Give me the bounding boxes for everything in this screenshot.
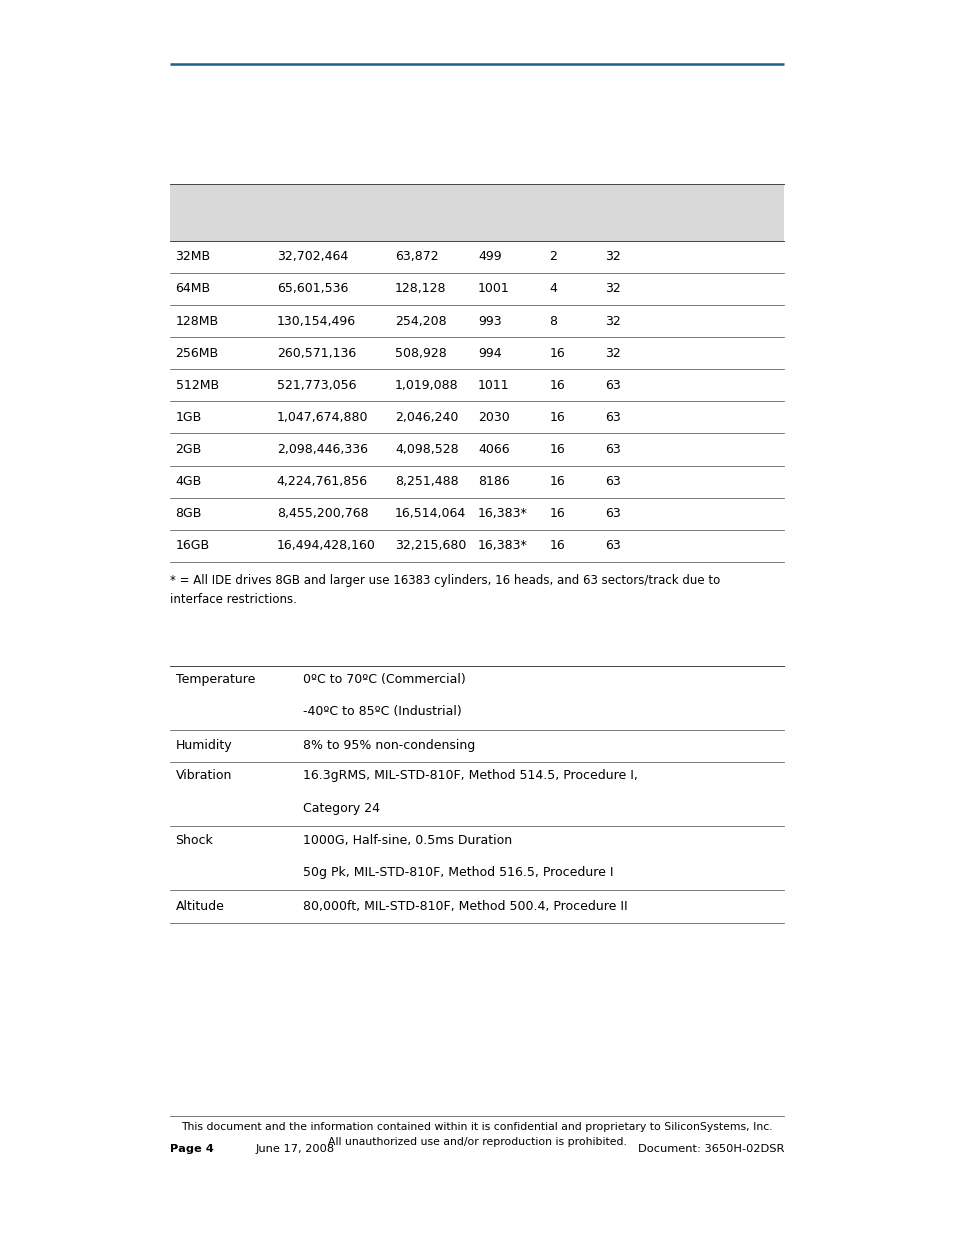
Text: Shock: Shock	[175, 834, 213, 847]
Text: 256MB: 256MB	[175, 347, 218, 359]
Text: 254,208: 254,208	[395, 315, 446, 327]
Text: 50g Pk, MIL-STD-810F, Method 516.5, Procedure I: 50g Pk, MIL-STD-810F, Method 516.5, Proc…	[303, 866, 613, 879]
Text: 32: 32	[604, 283, 620, 295]
Text: 32: 32	[604, 251, 620, 263]
Text: 8: 8	[549, 315, 557, 327]
Text: 1GB: 1GB	[175, 411, 202, 424]
Text: 65,601,536: 65,601,536	[276, 283, 348, 295]
Text: 16: 16	[549, 540, 565, 552]
Text: 80,000ft, MIL-STD-810F, Method 500.4, Procedure II: 80,000ft, MIL-STD-810F, Method 500.4, Pr…	[303, 900, 627, 913]
Text: 521,773,056: 521,773,056	[276, 379, 355, 391]
Text: 16,494,428,160: 16,494,428,160	[276, 540, 375, 552]
Text: 2,098,446,336: 2,098,446,336	[276, 443, 367, 456]
Text: 128,128: 128,128	[395, 283, 446, 295]
Text: 32: 32	[604, 315, 620, 327]
Text: Vibration: Vibration	[175, 769, 232, 783]
Text: 16,383*: 16,383*	[477, 540, 527, 552]
Text: 2030: 2030	[477, 411, 509, 424]
Text: 4GB: 4GB	[175, 475, 202, 488]
Text: This document and the information contained within it is confidential and propri: This document and the information contai…	[181, 1121, 772, 1147]
Text: 63: 63	[604, 443, 620, 456]
Text: 32: 32	[604, 347, 620, 359]
Text: 64MB: 64MB	[175, 283, 211, 295]
Text: 2GB: 2GB	[175, 443, 202, 456]
Text: 8,251,488: 8,251,488	[395, 475, 458, 488]
Text: 16GB: 16GB	[175, 540, 210, 552]
Text: 512MB: 512MB	[175, 379, 218, 391]
Text: 1,019,088: 1,019,088	[395, 379, 458, 391]
Text: 63: 63	[604, 508, 620, 520]
Text: 8% to 95% non-condensing: 8% to 95% non-condensing	[303, 740, 476, 752]
Text: 1000G, Half-sine, 0.5ms Duration: 1000G, Half-sine, 0.5ms Duration	[303, 834, 512, 847]
Text: 499: 499	[477, 251, 501, 263]
Text: 260,571,136: 260,571,136	[276, 347, 355, 359]
Text: 2: 2	[549, 251, 557, 263]
Text: Altitude: Altitude	[175, 900, 224, 913]
Text: 993: 993	[477, 315, 501, 327]
Text: 16: 16	[549, 508, 565, 520]
Text: 128MB: 128MB	[175, 315, 218, 327]
Text: 0ºC to 70ºC (Commercial): 0ºC to 70ºC (Commercial)	[303, 673, 466, 687]
Text: 63: 63	[604, 411, 620, 424]
Text: 16.3gRMS, MIL-STD-810F, Method 514.5, Procedure I,: 16.3gRMS, MIL-STD-810F, Method 514.5, Pr…	[303, 769, 638, 783]
Text: 63: 63	[604, 475, 620, 488]
Text: June 17, 2008: June 17, 2008	[255, 1144, 335, 1155]
Text: P: P	[170, 1144, 176, 1155]
Text: 16,514,064: 16,514,064	[395, 508, 466, 520]
Text: 16: 16	[549, 379, 565, 391]
Text: 994: 994	[477, 347, 501, 359]
Text: 16: 16	[549, 443, 565, 456]
Text: 16: 16	[549, 411, 565, 424]
Text: 8GB: 8GB	[175, 508, 202, 520]
Text: 2,046,240: 2,046,240	[395, 411, 457, 424]
Text: 1011: 1011	[477, 379, 509, 391]
Text: -40ºC to 85ºC (Industrial): -40ºC to 85ºC (Industrial)	[303, 705, 461, 719]
Text: 63: 63	[604, 540, 620, 552]
Bar	[170, 184, 783, 241]
Text: 4066: 4066	[477, 443, 509, 456]
Text: 16,383*: 16,383*	[477, 508, 527, 520]
Text: 508,928: 508,928	[395, 347, 446, 359]
Text: 8186: 8186	[477, 475, 509, 488]
Text: 63: 63	[604, 379, 620, 391]
Text: 4: 4	[549, 283, 557, 295]
Text: Category 24: Category 24	[303, 802, 380, 815]
Text: 8,455,200,768: 8,455,200,768	[276, 508, 368, 520]
Text: 1,047,674,880: 1,047,674,880	[276, 411, 368, 424]
Text: 16: 16	[549, 347, 565, 359]
Text: Page 4: Page 4	[170, 1144, 213, 1155]
Text: Document: 3650H-02DSR: Document: 3650H-02DSR	[638, 1144, 783, 1155]
Text: 16: 16	[549, 475, 565, 488]
Text: 130,154,496: 130,154,496	[276, 315, 355, 327]
Text: Temperature: Temperature	[175, 673, 254, 687]
Text: 63,872: 63,872	[395, 251, 438, 263]
Text: 32,215,680: 32,215,680	[395, 540, 466, 552]
Text: 1001: 1001	[477, 283, 509, 295]
Text: 32MB: 32MB	[175, 251, 211, 263]
Text: * = All IDE drives 8GB and larger use 16383 cylinders, 16 heads, and 63 sectors/: * = All IDE drives 8GB and larger use 16…	[170, 574, 720, 606]
Text: 4,224,761,856: 4,224,761,856	[276, 475, 368, 488]
Text: 4,098,528: 4,098,528	[395, 443, 458, 456]
Text: 32,702,464: 32,702,464	[276, 251, 348, 263]
Text: Humidity: Humidity	[175, 740, 232, 752]
